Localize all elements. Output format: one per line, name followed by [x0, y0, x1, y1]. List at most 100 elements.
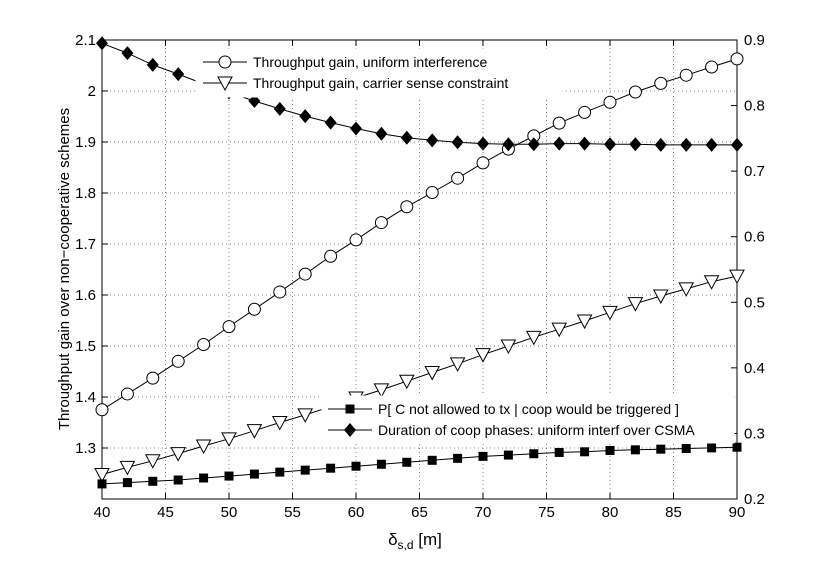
data-point-square: [453, 453, 463, 463]
data-point-square: [148, 476, 158, 486]
data-point-diamond: [324, 115, 337, 130]
data-point-diamond: [680, 137, 693, 152]
y-tick-label-left: 1.3: [75, 440, 96, 457]
series-triangle-down: [94, 269, 745, 483]
data-point-circle: [654, 76, 668, 90]
data-point-triangle-down: [602, 305, 618, 321]
legend-marker-diamond: [344, 423, 356, 437]
data-point-square: [326, 463, 336, 473]
data-point-triangle-down: [551, 322, 568, 338]
grid: [102, 40, 737, 499]
data-point-circle: [374, 216, 388, 230]
data-point-circle: [425, 185, 439, 199]
y-tick-label-right: 0.5: [744, 294, 765, 311]
data-point-triangle-down: [271, 416, 288, 431]
data-point-diamond: [350, 121, 362, 136]
data-point-triangle-down: [195, 439, 212, 455]
data-point-circle: [476, 156, 490, 170]
x-tick-label: 80: [602, 504, 619, 521]
x-tick-label: 75: [538, 504, 555, 521]
y-tick-label-left: 1.9: [75, 134, 96, 151]
y-tick-label-left: 1.4: [75, 389, 96, 406]
data-point-triangle-down: [500, 339, 517, 355]
data-point-circle: [324, 249, 338, 263]
data-point-square: [580, 447, 590, 457]
legend-label: Duration of coop phases: uniform interf …: [378, 422, 695, 438]
x-tick-label: 50: [221, 504, 238, 521]
data-point-diamond: [629, 137, 642, 152]
data-point-diamond: [273, 101, 286, 116]
data-point-diamond: [578, 136, 591, 151]
data-point-diamond: [426, 133, 439, 148]
data-point-circle: [120, 387, 134, 401]
x-tick-label: 40: [94, 504, 111, 521]
data-point-square: [351, 461, 361, 471]
data-point-circle: [349, 233, 363, 247]
data-point-circle: [552, 116, 566, 130]
y-tick-label-right: 0.9: [744, 32, 765, 49]
x-tick-label: 60: [348, 504, 365, 521]
x-axis-label-unit: [m]: [414, 530, 442, 549]
data-point-square: [97, 479, 107, 489]
data-point-square: [554, 447, 564, 457]
data-point-triangle-down: [652, 289, 669, 305]
data-point-triangle-down: [246, 424, 263, 439]
data-point-triangle-down: [94, 468, 110, 483]
y-tick-label-right: 0.6: [744, 229, 765, 246]
legend-bottom: P[ C not allowed to tx | coop would be t…: [321, 395, 735, 444]
data-point-diamond: [172, 67, 185, 82]
y-tick-label-right: 0.3: [744, 425, 765, 442]
y-tick-label-right: 0.7: [744, 163, 765, 180]
data-point-diamond: [400, 130, 413, 145]
legend-label: P[ C not allowed to tx | coop would be t…: [378, 401, 679, 417]
data-point-square: [300, 465, 310, 475]
data-point-diamond: [451, 135, 464, 150]
y-tick-label-left: 1.8: [75, 185, 96, 202]
x-axis-label: δs,d [m]: [388, 530, 442, 552]
data-point-circle: [273, 285, 287, 299]
data-point-circle: [298, 267, 312, 281]
data-point-square: [224, 471, 234, 481]
data-point-triangle-down: [703, 275, 720, 290]
data-point-triangle-down: [221, 432, 237, 447]
data-point-square: [199, 473, 209, 483]
y-tick-label-left: 1.7: [75, 236, 96, 253]
series-square: [97, 442, 742, 489]
data-point-triangle-down: [424, 366, 441, 381]
y-tick-label-left: 2.1: [75, 32, 96, 49]
data-point-circle: [451, 171, 465, 185]
data-point-square: [173, 475, 183, 485]
data-point-triangle-down: [170, 447, 187, 462]
data-point-square: [122, 478, 132, 488]
data-point-diamond: [654, 137, 667, 152]
legend-marker-square: [345, 404, 355, 414]
data-point-diamond: [299, 109, 312, 124]
data-point-circle: [578, 105, 592, 119]
y-tick-label-left: 1.5: [75, 338, 96, 355]
data-point-triangle-down: [525, 330, 542, 346]
y-axis-label: Throughput gain over non−cooperative sch…: [56, 108, 73, 430]
legend-top: Throughput gain, uniform interference Thr…: [195, 48, 563, 98]
data-point-square: [503, 450, 513, 460]
data-point-square: [376, 459, 386, 469]
x-tick-label: 90: [729, 504, 746, 521]
legend-box: [195, 48, 563, 98]
data-point-diamond: [705, 137, 718, 152]
data-point-square: [478, 451, 488, 461]
data-point-circle: [679, 68, 693, 82]
data-point-diamond: [146, 57, 159, 72]
data-point-diamond: [375, 126, 388, 141]
data-point-triangle-down: [627, 297, 644, 312]
data-point-square: [249, 469, 259, 479]
data-point-diamond: [121, 46, 134, 61]
legend-marker-circle: [218, 55, 232, 69]
data-point-circle: [146, 371, 160, 385]
data-point-triangle-down: [144, 454, 161, 469]
data-point-circle: [730, 52, 744, 66]
legend-label: Throughput gain, carrier sense constrain…: [253, 75, 508, 91]
data-point-circle: [603, 95, 617, 109]
data-point-triangle-down: [449, 357, 466, 372]
data-point-square: [630, 445, 640, 455]
data-point-circle: [247, 302, 261, 316]
legend-label: Throughput gain, uniform interference: [253, 54, 487, 70]
